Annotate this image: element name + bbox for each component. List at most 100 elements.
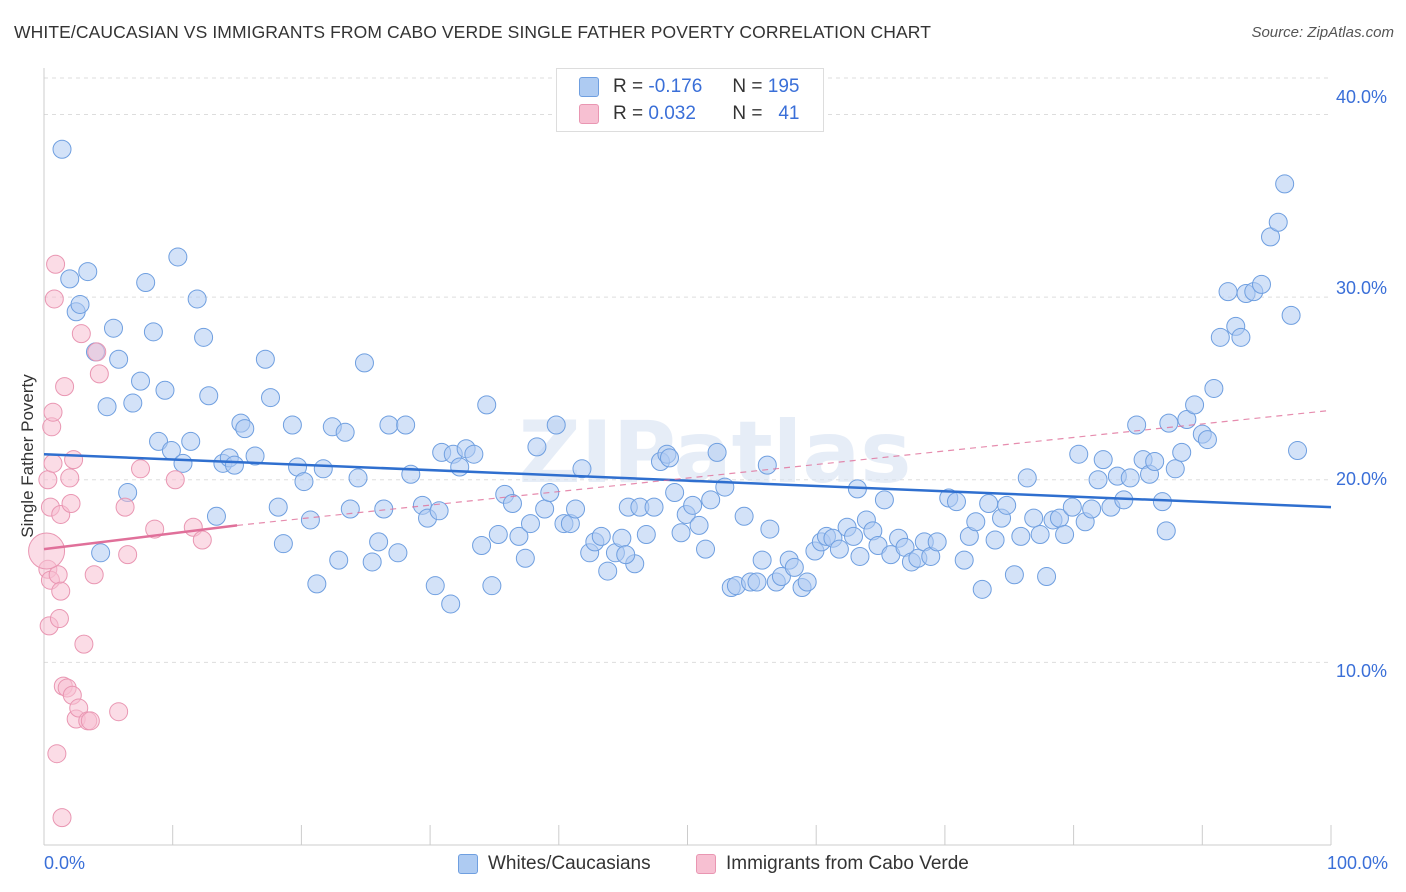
- point-whites: [1004, 565, 1024, 585]
- chart-title: WHITE/CAUCASIAN VS IMMIGRANTS FROM CABO …: [14, 22, 932, 42]
- point-whites: [671, 523, 691, 543]
- legend-n-label: N =: [732, 103, 763, 124]
- point-whites: [752, 550, 772, 570]
- series-whites-points: [52, 139, 1308, 614]
- series-cabo-verde-points: [28, 254, 212, 828]
- point-cabo-verde: [80, 711, 100, 731]
- point-cabo-verde: [64, 450, 84, 470]
- point-whites: [1055, 525, 1075, 545]
- point-cabo-verde: [46, 254, 66, 274]
- point-whites: [797, 572, 817, 592]
- point-whites: [429, 501, 449, 521]
- point-whites: [1252, 274, 1272, 294]
- point-whites: [566, 499, 586, 519]
- point-whites: [282, 415, 302, 435]
- point-whites: [1185, 395, 1205, 415]
- point-whites: [268, 497, 288, 517]
- point-cabo-verde: [71, 324, 91, 344]
- point-whites: [972, 579, 992, 599]
- point-cabo-verde: [61, 494, 81, 514]
- point-whites: [591, 526, 611, 546]
- point-whites: [1088, 470, 1108, 490]
- legend-n-value: 195: [767, 76, 800, 97]
- point-cabo-verde: [28, 532, 66, 570]
- point-whites: [187, 289, 207, 309]
- point-whites: [927, 532, 947, 552]
- point-whites: [1281, 305, 1301, 325]
- point-whites: [1082, 499, 1102, 519]
- legend-swatch-pink: [696, 854, 716, 874]
- point-whites: [616, 545, 636, 565]
- legend-r-label: R =: [613, 103, 644, 124]
- point-cabo-verde: [145, 519, 165, 539]
- point-whites: [689, 515, 709, 535]
- point-whites: [1156, 521, 1176, 541]
- point-whites: [91, 543, 111, 563]
- point-whites: [572, 459, 592, 479]
- bottom-legend-whites: Whites/Caucasians: [458, 852, 651, 876]
- point-whites: [379, 415, 399, 435]
- point-whites: [1011, 526, 1031, 546]
- correlation-legend: R = -0.176 N = 195 R = 0.032 N = 41: [556, 68, 824, 132]
- point-whites: [348, 468, 368, 488]
- point-whites: [1159, 413, 1179, 433]
- trend-line-cabo-verde: [43, 524, 238, 551]
- point-whites: [874, 490, 894, 510]
- point-whites: [255, 349, 275, 369]
- point-whites: [374, 499, 394, 519]
- point-whites: [313, 459, 333, 479]
- point-whites: [598, 561, 618, 581]
- point-whites: [307, 574, 327, 594]
- point-cabo-verde: [43, 402, 63, 422]
- point-whites: [665, 483, 685, 503]
- point-whites: [1024, 508, 1044, 528]
- point-whites: [683, 495, 703, 515]
- legend-n-value: 41: [778, 103, 800, 124]
- trend-lines: [43, 409, 1332, 551]
- point-whites: [829, 539, 849, 559]
- point-cabo-verde: [115, 497, 135, 517]
- point-whites: [954, 550, 974, 570]
- point-whites: [143, 322, 163, 342]
- legend-row-cabo-verde: R = 0.032 N = 41: [579, 101, 799, 127]
- point-whites: [78, 262, 98, 282]
- point-whites: [206, 506, 226, 526]
- legend-n-label: N =: [732, 76, 763, 97]
- point-whites: [1017, 468, 1037, 488]
- point-cabo-verde: [131, 459, 151, 479]
- point-whites: [696, 539, 716, 559]
- point-whites: [612, 528, 632, 548]
- point-whites: [425, 576, 445, 596]
- point-whites: [369, 532, 389, 552]
- trend-line-whites: [43, 452, 1332, 509]
- point-whites: [1218, 282, 1238, 302]
- x-tick-label-min: 0.0%: [44, 853, 86, 873]
- point-whites: [540, 483, 560, 503]
- point-whites: [946, 492, 966, 512]
- point-whites: [335, 422, 355, 442]
- point-cabo-verde: [118, 545, 138, 565]
- y-tick-label-30: 30.0%: [1336, 278, 1388, 298]
- point-cabo-verde: [52, 808, 72, 828]
- point-whites: [707, 442, 727, 462]
- axes: [43, 68, 1332, 846]
- point-whites: [340, 499, 360, 519]
- point-cabo-verde: [49, 609, 69, 629]
- point-whites: [757, 455, 777, 475]
- point-whites: [60, 269, 80, 289]
- point-whites: [273, 534, 293, 554]
- point-whites: [1127, 415, 1147, 435]
- point-whites: [644, 497, 664, 517]
- point-whites: [1275, 174, 1295, 194]
- point-whites: [1030, 525, 1050, 545]
- y-tick-label-40: 40.0%: [1336, 87, 1388, 107]
- legend-label-whites: Whites/Caucasians: [488, 853, 651, 874]
- point-whites: [109, 349, 129, 369]
- point-whites: [136, 273, 156, 293]
- legend-r-value: -0.176: [648, 76, 703, 97]
- point-cabo-verde: [192, 530, 212, 550]
- point-whites: [1062, 497, 1082, 517]
- point-whites: [527, 437, 547, 457]
- point-whites: [747, 572, 767, 592]
- trend-line-cabo-verde-extended: [236, 409, 1332, 527]
